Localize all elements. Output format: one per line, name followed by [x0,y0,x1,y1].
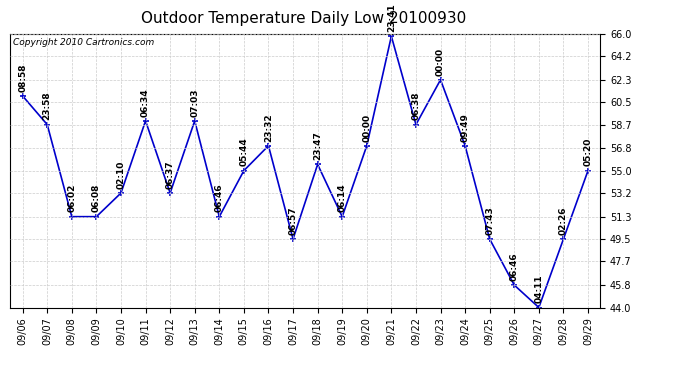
Text: 23:58: 23:58 [43,92,52,120]
Text: 05:20: 05:20 [584,138,593,166]
Text: 23:32: 23:32 [264,113,273,142]
Text: 04:11: 04:11 [534,275,543,303]
Text: 00:00: 00:00 [362,114,371,142]
Text: 06:46: 06:46 [510,252,519,281]
Text: 06:57: 06:57 [288,206,297,235]
Text: 09:49: 09:49 [461,113,470,142]
Text: 05:44: 05:44 [239,138,248,166]
Text: Outdoor Temperature Daily Low 20100930: Outdoor Temperature Daily Low 20100930 [141,11,466,26]
Text: 06:46: 06:46 [215,184,224,213]
Text: 06:37: 06:37 [166,160,175,189]
Text: 07:03: 07:03 [190,88,199,117]
Text: 06:02: 06:02 [68,184,77,213]
Text: 02:26: 02:26 [559,206,568,235]
Text: 00:00: 00:00 [436,48,445,76]
Text: 06:38: 06:38 [411,92,420,120]
Text: 23:41: 23:41 [387,3,396,32]
Text: 08:58: 08:58 [18,63,27,92]
Text: Copyright 2010 Cartronics.com: Copyright 2010 Cartronics.com [13,38,155,47]
Text: 06:14: 06:14 [337,184,346,213]
Text: 06:34: 06:34 [141,88,150,117]
Text: 07:43: 07:43 [485,206,494,235]
Text: 02:10: 02:10 [117,160,126,189]
Text: 06:08: 06:08 [92,184,101,213]
Text: 23:47: 23:47 [313,131,322,160]
